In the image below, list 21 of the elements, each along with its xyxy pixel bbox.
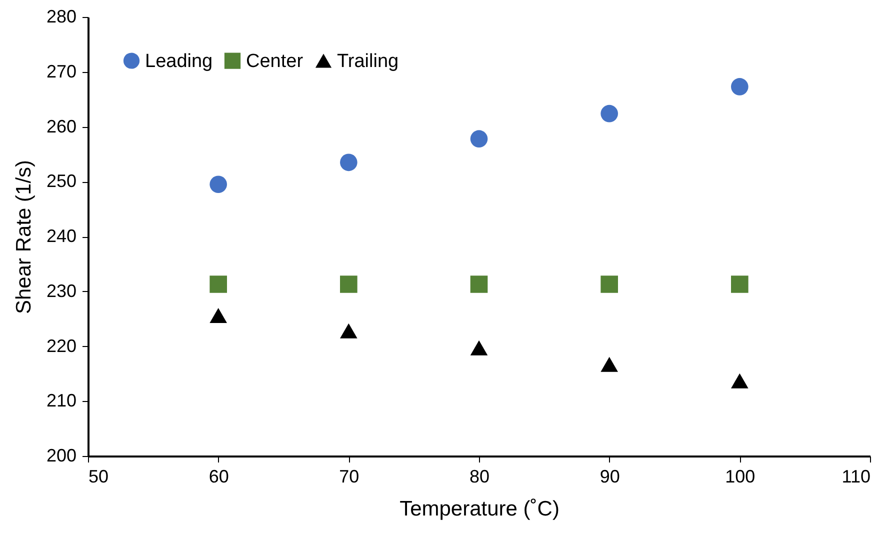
- x-tick-label: 90: [600, 466, 620, 486]
- legend-label: Center: [246, 50, 304, 72]
- x-tick-label: 110: [842, 466, 870, 486]
- x-tick-label: 100: [725, 466, 756, 486]
- x-tick-label: 70: [339, 466, 360, 486]
- y-tick-label: 220: [46, 336, 76, 356]
- y-tick-label: 280: [46, 6, 76, 26]
- y-tick-label: 200: [46, 446, 76, 466]
- y-tick-label: 210: [46, 390, 76, 411]
- y-tick-label: 270: [46, 61, 76, 82]
- x-tick-label: 60: [208, 466, 229, 486]
- legend-label: Leading: [145, 50, 213, 72]
- y-tick-label: 240: [46, 226, 76, 246]
- y-tick-label: 230: [46, 280, 76, 301]
- x-tick-label: 50: [88, 466, 109, 486]
- x-tick-label: 80: [469, 466, 490, 486]
- y-axis-title: Shear Rate (1/s): [12, 160, 36, 314]
- x-axis-title: Temperature (˚C): [400, 498, 560, 520]
- legend-label: Trailing: [337, 50, 399, 72]
- y-tick-label: 260: [46, 116, 76, 136]
- y-tick-label: 250: [46, 171, 76, 192]
